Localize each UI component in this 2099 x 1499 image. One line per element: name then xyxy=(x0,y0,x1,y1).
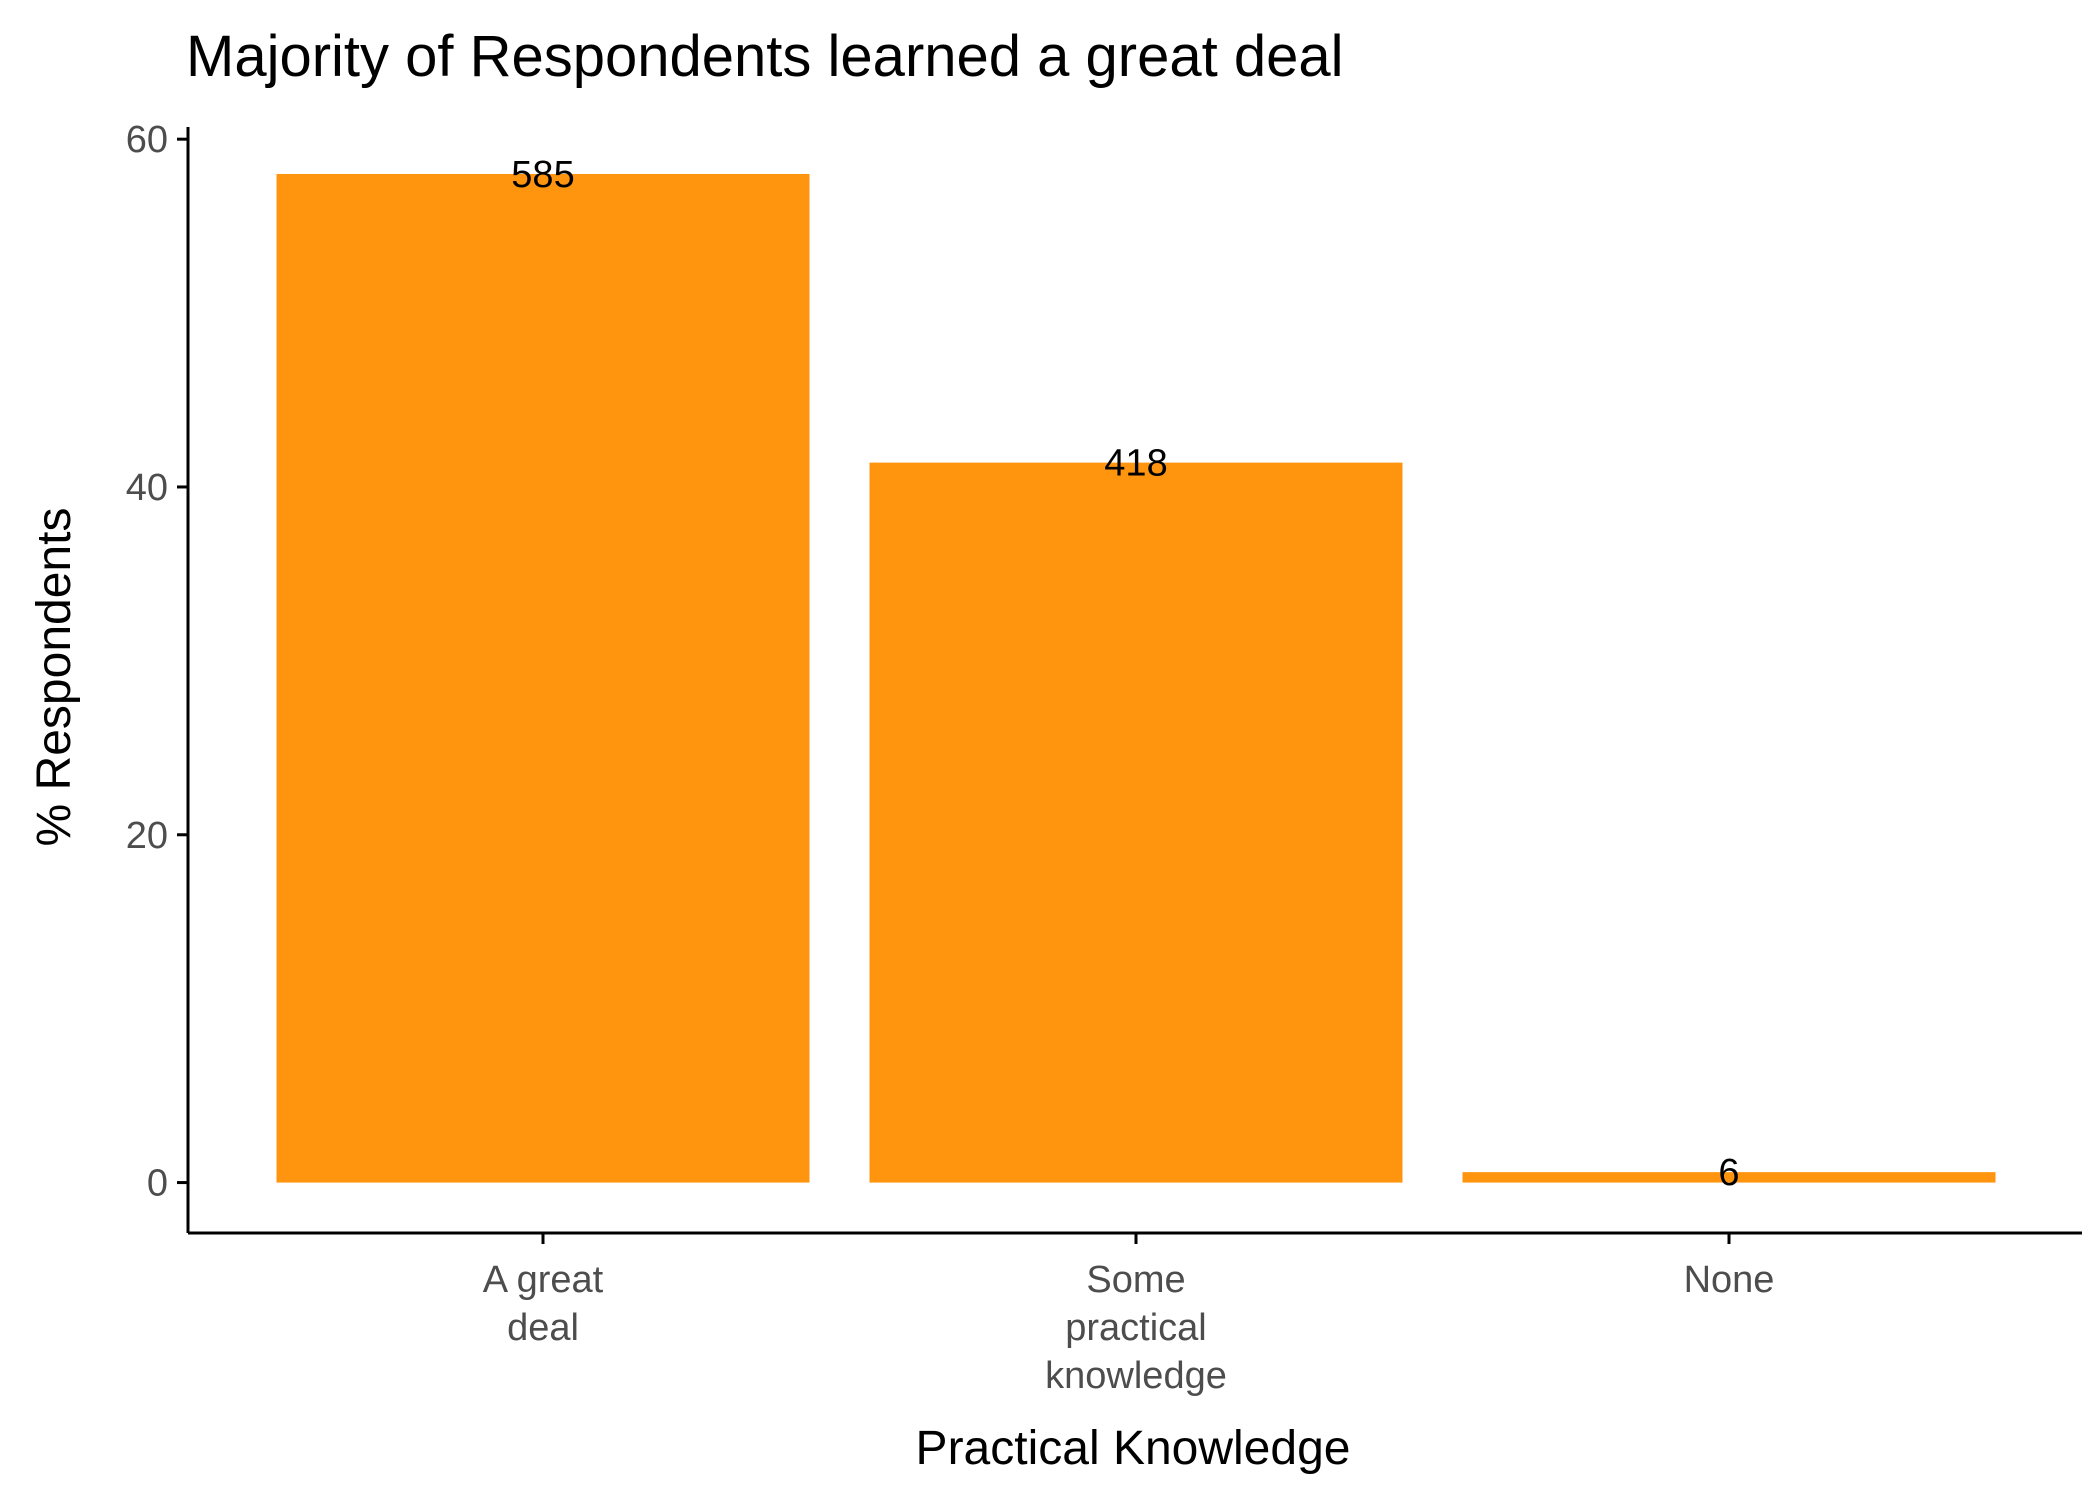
bars-layer xyxy=(276,173,1996,1183)
x-tick-label: None xyxy=(1684,1259,1775,1301)
y-tick-label: 0 xyxy=(147,1163,168,1205)
x-axis-ticks: A great deal Some practical knowledge None xyxy=(483,1233,1775,1397)
y-tick-label: 20 xyxy=(126,815,168,857)
bar xyxy=(1462,1172,1996,1183)
x-axis-title: Practical Knowledge xyxy=(916,1422,1351,1475)
bar-labels-layer: 585 418 6 xyxy=(511,154,1739,1194)
y-tick-label: 60 xyxy=(126,119,168,161)
x-tick-label-line: knowledge xyxy=(1045,1355,1227,1397)
bar-value-label: 585 xyxy=(511,154,574,196)
y-axis-ticks: 0 20 40 60 xyxy=(126,119,188,1205)
x-tick-label-line: None xyxy=(1684,1259,1775,1301)
chart-title: Majority of Respondents learned a great … xyxy=(186,24,1343,89)
x-tick-label: Some practical knowledge xyxy=(1045,1259,1227,1397)
x-tick-label: A great deal xyxy=(483,1259,604,1349)
x-tick-label-line: deal xyxy=(507,1307,579,1349)
x-tick-label-line: Some xyxy=(1086,1259,1185,1301)
x-tick-label-line: practical xyxy=(1065,1307,1207,1349)
x-tick-label-line: A great xyxy=(483,1259,604,1301)
bar-value-label: 418 xyxy=(1104,443,1167,485)
y-axis-title: % Respondents xyxy=(28,508,81,847)
bar xyxy=(869,462,1403,1183)
bar xyxy=(276,173,810,1183)
bar-value-label: 6 xyxy=(1718,1152,1739,1194)
y-tick-label: 40 xyxy=(126,467,168,509)
